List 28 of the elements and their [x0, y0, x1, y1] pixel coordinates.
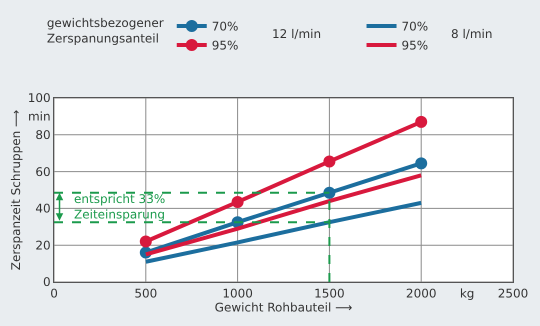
y-tick-label: 0 — [42, 275, 51, 290]
x-tick-label: 1500 — [314, 286, 345, 300]
x-axis-title: Gewicht Rohbauteil ⟶ — [214, 300, 352, 314]
y-tick-label: 80 — [35, 128, 51, 142]
y-tick-label: 20 — [35, 238, 51, 252]
point — [415, 157, 428, 170]
y-tick-label: min — [28, 110, 51, 124]
point — [415, 116, 428, 128]
y-tick-label: 100 — [28, 91, 51, 106]
x-tick-label: 2500 — [498, 286, 528, 300]
legend-label: 95% — [212, 38, 238, 53]
y-axis-title: Zerspanzeit Schruppen ⟶ — [8, 110, 23, 270]
annotation: entspricht 33% Zeiteinsparung — [74, 192, 166, 222]
point — [140, 236, 152, 248]
x-tick-label: 1000 — [222, 286, 253, 300]
x-tick-label: 2000 — [406, 286, 436, 300]
y-tick-label: 60 — [35, 164, 51, 179]
x-tick-label: kg — [460, 286, 474, 300]
point — [232, 196, 244, 208]
legend-title: gewichtsbezogener Zerspanungsanteil — [46, 16, 164, 46]
point — [323, 155, 336, 168]
legend-label: 70% — [212, 20, 238, 34]
text: 8 l/min — [451, 27, 492, 41]
y-tick-label: 40 — [35, 202, 51, 216]
legend-label: 70% — [402, 20, 428, 34]
legend-label: 95% — [402, 38, 428, 53]
x-tick-label: 500 — [134, 286, 158, 300]
text: 12 l/min — [272, 27, 322, 41]
